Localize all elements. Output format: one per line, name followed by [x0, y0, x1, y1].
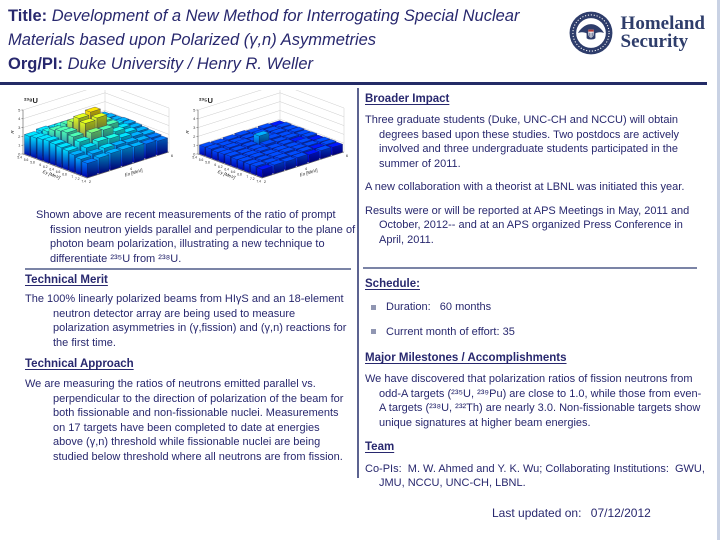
svg-text:5: 5	[193, 107, 196, 112]
right-divider	[363, 267, 697, 269]
svg-text:En [MeV]: En [MeV]	[299, 167, 319, 177]
svg-text:7.2: 7.2	[250, 177, 255, 181]
technical-merit-heading: Technical Merit	[25, 274, 108, 286]
last-updated-label: Last updated on:	[492, 506, 582, 520]
figure-plots: 0 1 2 3 4 5 5.4 5.6 5.8 6 6.2 6.4 6.6 6.8 7 7.2 7.4 2 4 6 Eγ…	[8, 90, 353, 203]
schedule-item-text: Current month of effort: 35	[386, 325, 515, 338]
slide-title: Development of a New Method for Interrog…	[8, 7, 520, 49]
column-divider	[357, 88, 359, 478]
figure-caption: Shown above are recent measurements of t…	[36, 209, 356, 265]
svg-text:1: 1	[18, 143, 21, 148]
svg-text:3: 3	[18, 125, 21, 130]
svg-text:7: 7	[71, 175, 73, 179]
svg-text:5.6: 5.6	[24, 158, 29, 162]
broader-impact-paragraph: Results were or will be reported at APS …	[365, 204, 690, 246]
svg-text:6.8: 6.8	[237, 172, 242, 176]
svg-text:5.6: 5.6	[199, 158, 204, 162]
schedule-heading: Schedule:	[365, 278, 420, 290]
svg-text:En [MeV]: En [MeV]	[124, 167, 144, 177]
title-label: Title:	[8, 7, 48, 25]
svg-text:2: 2	[193, 134, 196, 139]
svg-text:6.2: 6.2	[218, 165, 223, 169]
svg-text:7.2: 7.2	[75, 177, 80, 181]
svg-text:3: 3	[193, 125, 196, 130]
svg-text:2: 2	[18, 134, 21, 139]
svg-text:6.2: 6.2	[43, 165, 48, 169]
schedule-item: Duration: 60 months	[371, 300, 707, 315]
svg-text:Eγ [MeV]: Eγ [MeV]	[217, 169, 237, 180]
svg-text:6: 6	[39, 163, 41, 167]
org-pi-label: Org/PI:	[8, 54, 64, 73]
svg-text:6.6: 6.6	[56, 170, 61, 174]
schedule-section: Schedule: Duration: 60 months Current mo…	[365, 277, 707, 500]
svg-text:0: 0	[193, 151, 196, 156]
broader-impact-paragraph: A new collaboration with a theorist at L…	[365, 181, 685, 194]
logo-wordmark: Homeland Security	[620, 12, 705, 52]
logo-line-1: Homeland	[620, 12, 705, 34]
svg-text:6: 6	[171, 153, 174, 158]
svg-text:5: 5	[18, 107, 21, 112]
svg-text:1: 1	[193, 143, 196, 148]
svg-text:6.4: 6.4	[49, 168, 54, 172]
svg-text:5.4: 5.4	[192, 156, 197, 160]
logo-line-2: Security	[620, 31, 689, 52]
square-bullet-icon	[371, 304, 376, 310]
last-updated-date: 07/12/2012	[590, 506, 651, 520]
technical-approach-body: We are measuring the ratios of neutrons …	[25, 378, 344, 463]
schedule-item: Current month of effort: 35	[371, 325, 707, 340]
svg-text:R: R	[185, 130, 190, 134]
broader-impact-heading: Broader Impact	[365, 93, 450, 105]
svg-text:²³⁸U: ²³⁸U	[24, 96, 38, 105]
milestones-heading: Major Milestones / Accomplishments	[365, 352, 567, 365]
svg-text:5.4: 5.4	[17, 156, 22, 160]
svg-text:6: 6	[214, 163, 216, 167]
header-rule	[0, 82, 707, 85]
svg-text:6.4: 6.4	[224, 168, 229, 172]
technical-approach-heading: Technical Approach	[25, 358, 134, 370]
svg-text:6: 6	[346, 153, 349, 158]
svg-text:6.8: 6.8	[62, 172, 67, 176]
technical-merit-body: The 100% linearly polarized beams from H…	[25, 293, 347, 349]
header-title-block: Title: Development of a New Method for I…	[8, 5, 564, 77]
svg-text:5.8: 5.8	[205, 160, 210, 164]
svg-text:6.6: 6.6	[231, 170, 236, 174]
last-updated: Last updated on: 07/12/2012	[492, 506, 651, 520]
svg-text:7.4: 7.4	[256, 180, 261, 184]
square-bullet-icon	[371, 329, 376, 335]
svg-text:²³⁵U: ²³⁵U	[199, 96, 213, 105]
svg-text:5.8: 5.8	[30, 160, 35, 164]
schedule-item-text: Duration: 60 months	[386, 301, 492, 314]
left-divider	[25, 268, 351, 270]
homeland-security-logo: Homeland Security	[568, 10, 705, 56]
team-body: Co-PIs: M. W. Ahmed and Y. K. Wu; Collab…	[365, 462, 705, 490]
broader-impact-section: Broader Impact Three graduate students (…	[365, 92, 707, 256]
svg-text:2: 2	[264, 179, 267, 184]
svg-text:0: 0	[18, 151, 21, 156]
org-pi-text: Duke University / Henry R. Weller	[63, 54, 314, 73]
svg-text:7: 7	[246, 175, 248, 179]
svg-text:2: 2	[89, 179, 92, 184]
svg-text:4: 4	[193, 116, 196, 121]
team-heading: Team	[365, 441, 395, 454]
svg-text:Eγ [MeV]: Eγ [MeV]	[42, 169, 62, 180]
svg-text:4: 4	[130, 166, 133, 171]
dhs-seal-icon	[569, 11, 612, 55]
svg-text:R: R	[10, 130, 15, 134]
svg-text:7.4: 7.4	[81, 180, 86, 184]
milestones-body: We have discovered that polarization rat…	[365, 373, 702, 429]
svg-text:4: 4	[305, 166, 308, 171]
broader-impact-paragraph: Three graduate students (Duke, UNC-CH an…	[365, 114, 680, 170]
svg-text:4: 4	[18, 116, 21, 121]
